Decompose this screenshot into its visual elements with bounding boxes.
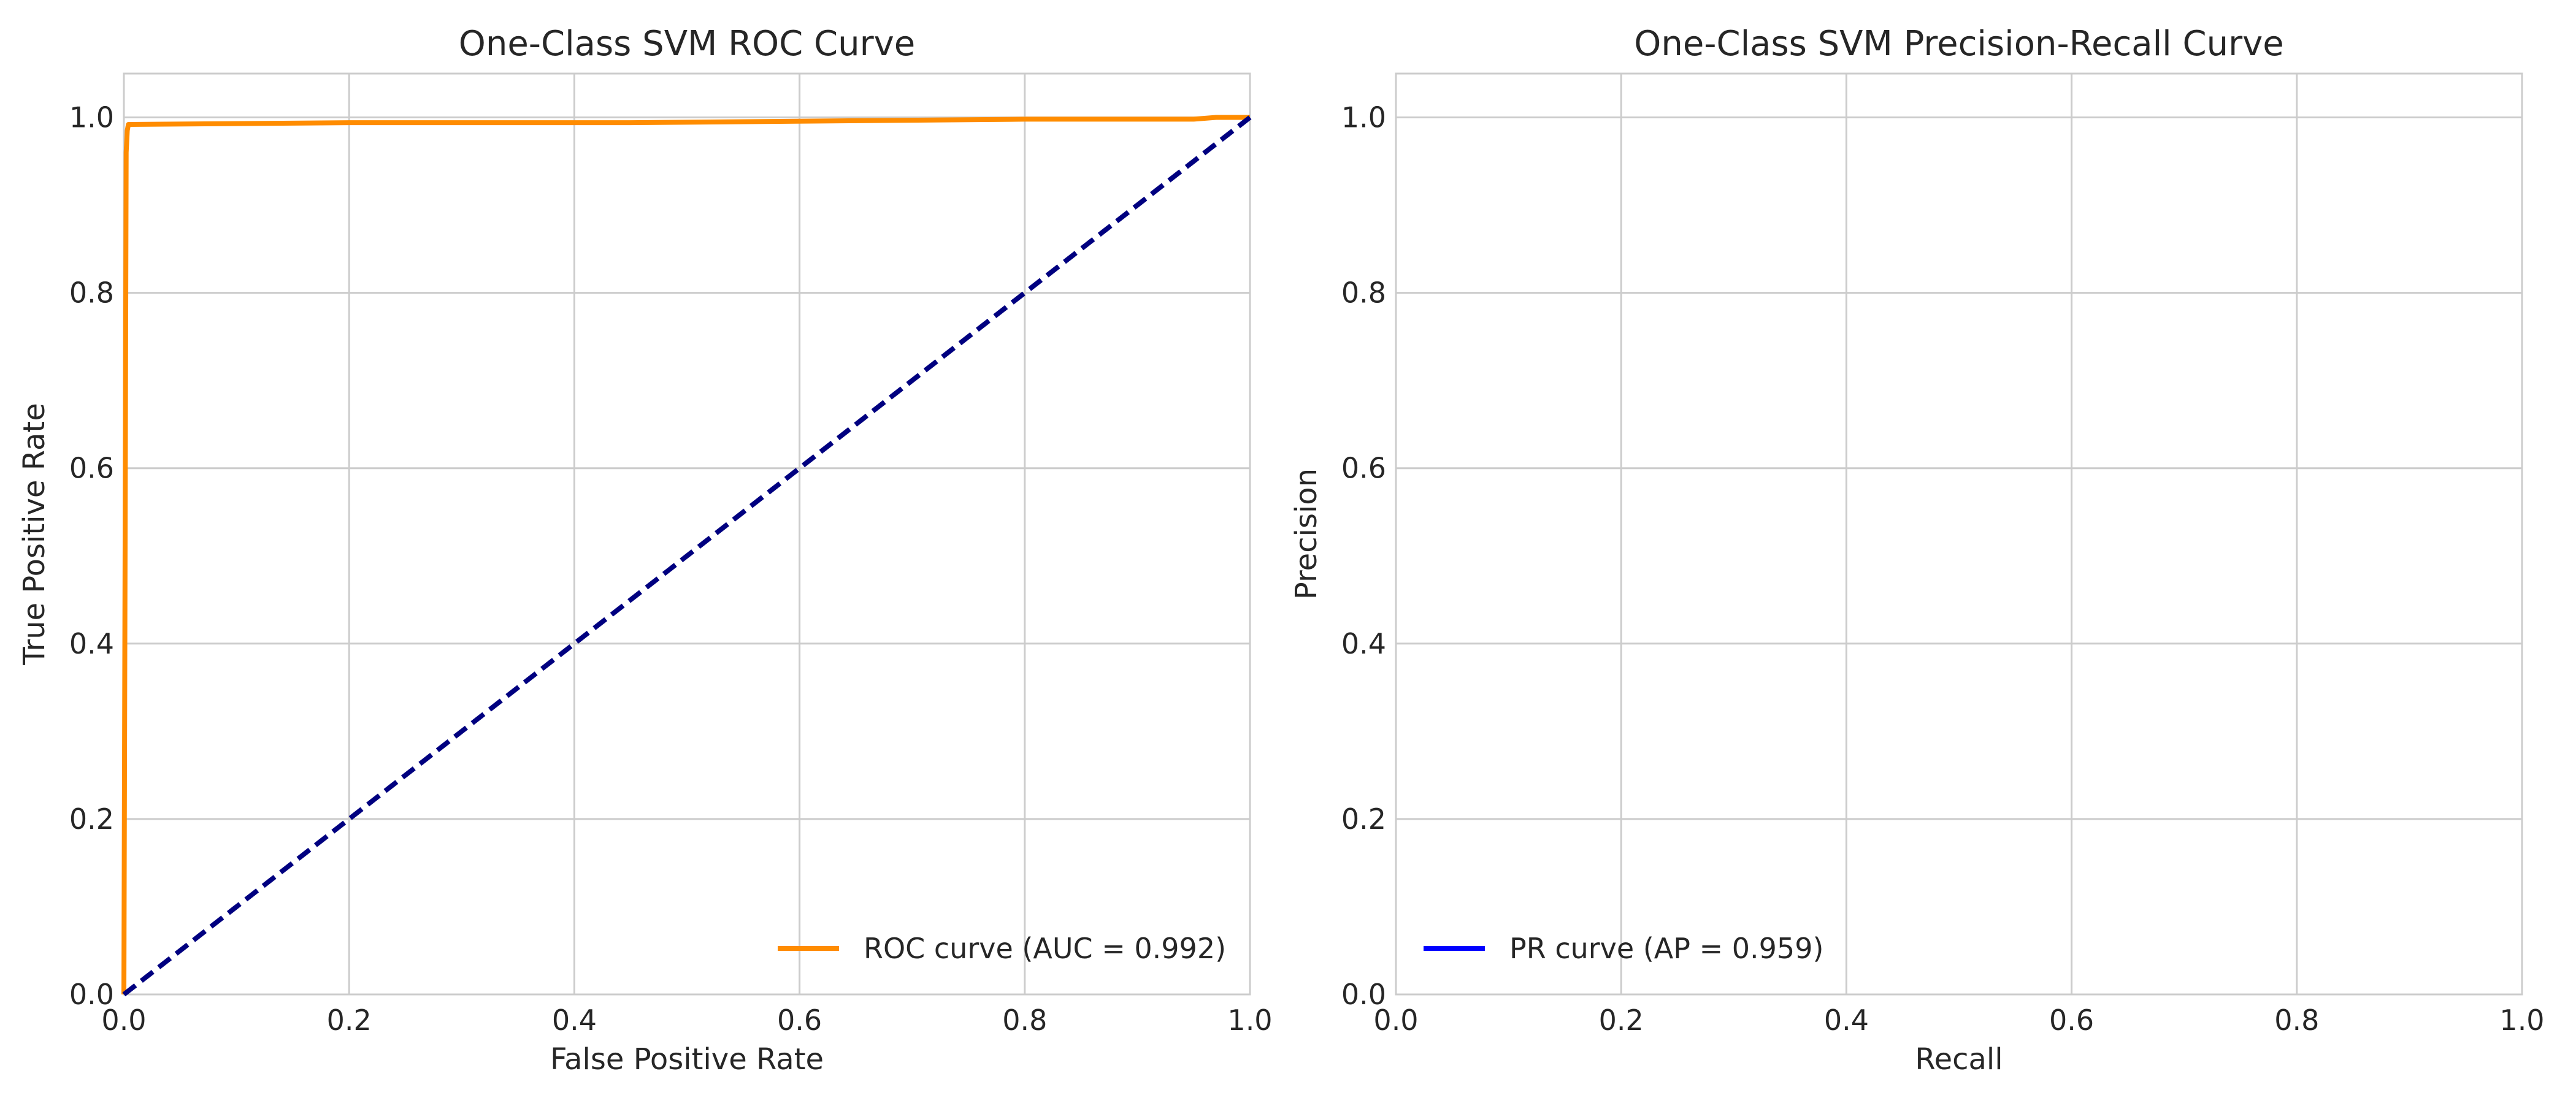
roc-chart-title: One-Class SVM ROC Curve [459, 24, 915, 64]
roc-x-tick-label: 0.6 [777, 1004, 822, 1037]
roc-y-tick-label: 1.0 [69, 101, 114, 134]
pr-x-tick-label: 0.4 [1824, 1004, 1869, 1037]
pr-x-tick-label: 0.2 [1599, 1004, 1644, 1037]
pr-x-tick-label: 0.8 [2274, 1004, 2319, 1037]
roc-x-axis-label: False Positive Rate [550, 1042, 824, 1077]
pr-y-tick-label: 0.8 [1341, 276, 1386, 310]
roc-plot-area [124, 74, 1250, 994]
pr-y-tick-label: 0.6 [1341, 452, 1386, 485]
pr-x-tick-label: 0.6 [2049, 1004, 2094, 1037]
pr-legend-label: PR curve (AP = 0.959) [1509, 932, 1823, 965]
pr-y-tick-label: 1.0 [1341, 101, 1386, 134]
roc-x-tick-label: 0.0 [101, 1004, 146, 1037]
pr-legend: PR curve (AP = 0.959) [1424, 932, 1823, 965]
pr-x-axis-label: Recall [1915, 1042, 2003, 1077]
roc-y-tick-label: 0.0 [69, 978, 114, 1011]
roc-y-axis-label: True Positive Rate [17, 403, 52, 666]
roc-series-1-line [122, 115, 1252, 997]
roc-y-tick-label: 0.8 [69, 276, 114, 310]
roc-x-tick-label: 0.8 [1002, 1004, 1047, 1037]
roc-x-tick-label: 0.2 [327, 1004, 372, 1037]
pr-y-tick-label: 0.0 [1341, 978, 1386, 1011]
pr-chart-title: One-Class SVM Precision-Recall Curve [1634, 24, 2284, 64]
roc-chart: 0.0 0.2 0.4 0.6 0.8 1.0 0.0 0.2 0.4 0.6 0.8 1.0 One-… [17, 24, 1273, 1077]
roc-y-tick-label: 0.2 [69, 803, 114, 836]
roc-y-tick-label: 0.4 [69, 627, 114, 660]
pr-y-tick-label: 0.2 [1341, 803, 1386, 836]
roc-legend-label: ROC curve (AUC = 0.992) [864, 932, 1226, 965]
pr-y-tick-label: 0.4 [1341, 627, 1386, 660]
pr-chart: 0.0 0.2 0.4 0.6 0.8 1.0 0.0 0.2 0.4 0.6 0.8 1.0 One-… [1289, 24, 2545, 1077]
roc-x-tick-label: 0.4 [552, 1004, 597, 1037]
pr-plot-area [1396, 74, 2522, 994]
roc-series-0-line [121, 115, 1250, 995]
pr-x-tick-label: 1.0 [2499, 1004, 2544, 1037]
roc-x-tick-label: 1.0 [1227, 1004, 1272, 1037]
roc-legend: ROC curve (AUC = 0.992) [778, 932, 1226, 965]
pr-x-tick-label: 0.0 [1373, 1004, 1418, 1037]
pr-y-axis-label: Precision [1289, 468, 1324, 600]
roc-y-tick-label: 0.6 [69, 452, 114, 485]
pr-plot-frame [1395, 72, 2523, 996]
